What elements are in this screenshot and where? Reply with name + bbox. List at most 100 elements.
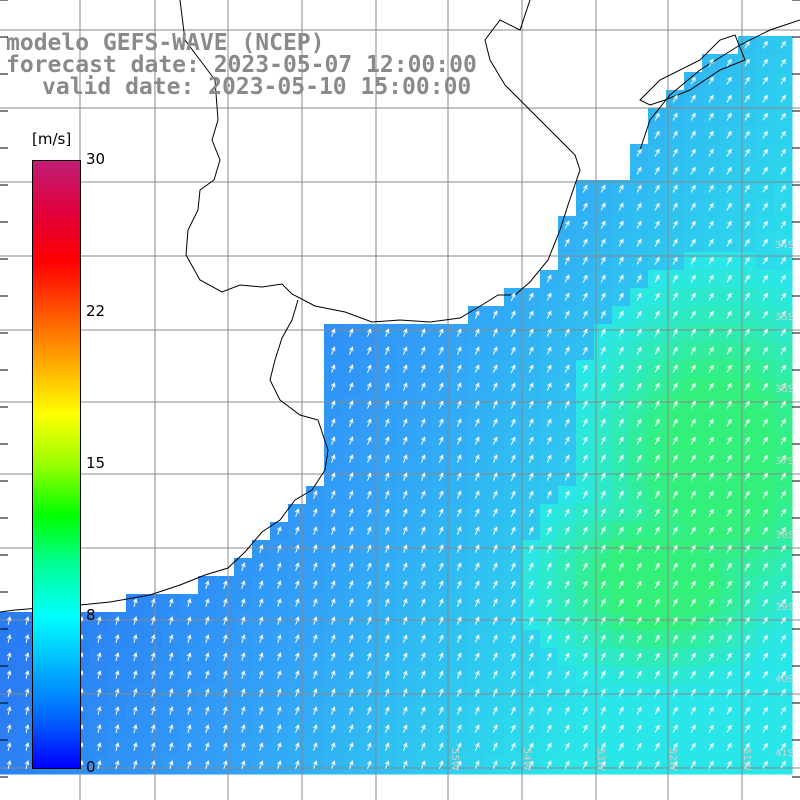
- wind-arrow: [636, 400, 642, 409]
- wind-arrow: [762, 706, 768, 715]
- wind-arrow: [726, 526, 732, 535]
- wind-arrow: [564, 706, 570, 715]
- wind-arrow: [708, 454, 714, 463]
- wind-speed-field: [0, 36, 793, 775]
- wind-arrow: [744, 166, 750, 175]
- wind-arrow: [385, 328, 390, 337]
- wind-arrow: [295, 706, 300, 715]
- wind-arrow: [762, 238, 768, 247]
- wind-arrow: [708, 346, 714, 355]
- wind-arrow: [492, 472, 498, 481]
- wind-arrow: [492, 382, 498, 391]
- wind-arrow: [582, 292, 588, 301]
- wind-arrow: [438, 742, 444, 751]
- wind-arrow: [186, 724, 192, 733]
- wind-arrow: [402, 490, 408, 499]
- wind-arrow: [222, 652, 228, 661]
- wind-arrow: [204, 652, 210, 661]
- wind-arrow: [618, 184, 624, 193]
- wind-arrow: [564, 256, 570, 265]
- wind-arrow: [564, 580, 570, 589]
- latitude-label: 41S: [775, 748, 794, 759]
- wind-arrow: [780, 652, 786, 661]
- wind-arrow: [456, 418, 462, 427]
- wind-arrow: [636, 526, 642, 535]
- wind-arrow: [708, 310, 714, 319]
- wind-arrow: [241, 616, 246, 625]
- wind-arrow: [726, 508, 732, 517]
- wind-arrow: [744, 40, 750, 49]
- wind-arrow: [582, 742, 588, 751]
- wind-arrow: [349, 598, 354, 607]
- wind-arrow: [690, 454, 696, 463]
- wind-arrow: [402, 526, 408, 535]
- wind-arrow: [474, 418, 480, 427]
- wind-arrow: [402, 382, 408, 391]
- wind-arrow: [259, 544, 264, 553]
- wind-arrow: [349, 400, 354, 409]
- wind-arrow: [402, 724, 408, 733]
- wind-arrow: [259, 634, 264, 643]
- wind-arrow: [546, 670, 552, 679]
- wind-arrow: [690, 670, 696, 679]
- wind-arrow: [672, 760, 678, 769]
- wind-arrow: [564, 670, 570, 679]
- wind-arrow: [546, 418, 552, 427]
- wind-arrow: [510, 400, 516, 409]
- wind-arrow: [654, 292, 660, 301]
- wind-arrow: [582, 346, 588, 355]
- wind-arrow: [546, 400, 552, 409]
- wind-arrow: [277, 634, 282, 643]
- wind-arrow: [600, 616, 606, 625]
- wind-arrow: [295, 544, 300, 553]
- wind-arrow: [546, 274, 552, 283]
- wind-arrow: [744, 400, 750, 409]
- wind-arrow: [582, 508, 588, 517]
- wind-arrow: [744, 670, 750, 679]
- wind-arrow: [528, 418, 534, 427]
- wind-arrow: [600, 760, 606, 769]
- wind-arrow: [222, 670, 228, 679]
- wind-arrow: [744, 652, 750, 661]
- wind-arrow: [618, 364, 624, 373]
- wind-arrow: [295, 526, 300, 535]
- wind-arrow: [618, 238, 624, 247]
- wind-arrow: [636, 382, 642, 391]
- wind-arrow: [241, 562, 246, 571]
- wind-arrow: [438, 580, 444, 589]
- wind-arrow: [474, 562, 480, 571]
- wind-arrow: [349, 706, 354, 715]
- wind-arrow: [780, 130, 786, 139]
- wind-arrow: [331, 472, 336, 481]
- wind-arrow: [672, 670, 678, 679]
- wind-arrow: [150, 760, 156, 769]
- wind-arrow: [654, 490, 660, 499]
- wind-arrow: [708, 706, 714, 715]
- wind-arrow: [744, 328, 750, 337]
- wind-arrow: [528, 310, 534, 319]
- wind-arrow: [762, 652, 768, 661]
- wind-arrow: [762, 724, 768, 733]
- wind-arrow: [636, 238, 642, 247]
- wind-arrow: [456, 634, 462, 643]
- wind-arrow: [528, 598, 534, 607]
- wind-arrow: [6, 706, 12, 716]
- wind-arrow: [618, 598, 624, 607]
- wind-arrow: [456, 382, 462, 391]
- wind-arrow: [331, 688, 336, 697]
- wind-arrow: [636, 418, 642, 427]
- wind-arrow: [367, 328, 372, 337]
- wind-arrow: [114, 724, 120, 733]
- wind-arrow: [438, 346, 444, 355]
- wind-arrow: [636, 346, 642, 355]
- wind-arrow: [24, 760, 30, 770]
- wind-arrow: [744, 742, 750, 751]
- wind-arrow: [690, 508, 696, 517]
- wind-arrow: [456, 364, 462, 373]
- wind-arrow: [744, 112, 750, 121]
- wind-arrow: [582, 706, 588, 715]
- wind-arrow: [690, 436, 696, 445]
- wind-arrow: [114, 652, 120, 661]
- wind-arrow: [726, 724, 732, 733]
- wind-arrow: [636, 454, 642, 463]
